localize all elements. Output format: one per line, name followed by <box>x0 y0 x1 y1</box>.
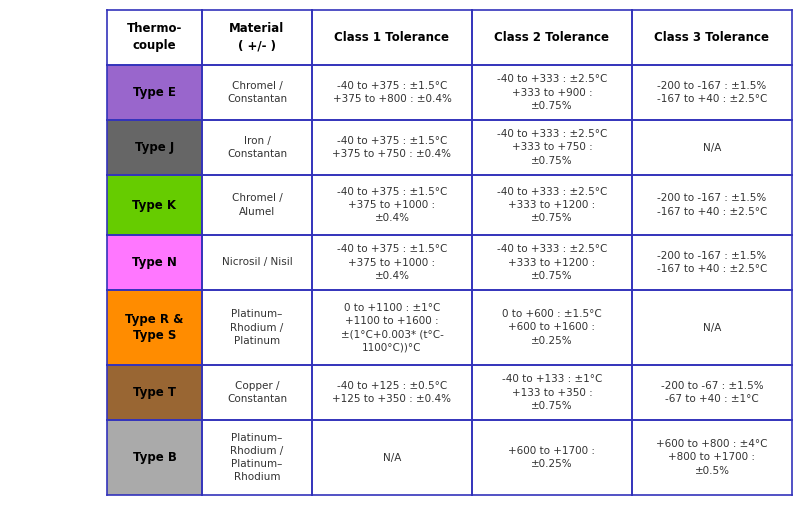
Bar <box>107 420 202 495</box>
Bar <box>202 65 312 120</box>
Bar <box>202 235 312 290</box>
Bar <box>632 175 792 235</box>
Text: +600 to +1700 :
±0.25%: +600 to +1700 : ±0.25% <box>509 446 595 469</box>
Bar <box>107 175 202 235</box>
Bar <box>107 10 202 65</box>
Bar <box>632 365 792 420</box>
Bar <box>472 120 632 175</box>
Text: 0 to +1100 : ±1°C
+1100 to +1600 :
±(1°C+0.003* (t°C-
1100°C))°C: 0 to +1100 : ±1°C +1100 to +1600 : ±(1°C… <box>341 303 443 352</box>
Text: Type R &
Type S: Type R & Type S <box>126 312 184 342</box>
Bar <box>472 365 632 420</box>
Bar <box>312 175 472 235</box>
Bar <box>107 65 202 120</box>
Bar <box>632 420 792 495</box>
Bar <box>107 235 202 290</box>
Bar <box>312 10 472 65</box>
Text: -40 to +333 : ±2.5°C
+333 to +900 :
±0.75%: -40 to +333 : ±2.5°C +333 to +900 : ±0.7… <box>497 75 607 111</box>
Bar <box>472 175 632 235</box>
Text: Chromel /
Alumel: Chromel / Alumel <box>232 193 282 217</box>
Text: Iron /
Constantan: Iron / Constantan <box>227 136 287 159</box>
Text: -40 to +333 : ±2.5°C
+333 to +1200 :
±0.75%: -40 to +333 : ±2.5°C +333 to +1200 : ±0.… <box>497 244 607 281</box>
Text: 0 to +600 : ±1.5°C
+600 to +1600 :
±0.25%: 0 to +600 : ±1.5°C +600 to +1600 : ±0.25… <box>502 309 602 345</box>
Bar <box>202 120 312 175</box>
Bar <box>107 120 202 175</box>
Bar <box>202 290 312 365</box>
Bar <box>107 365 202 420</box>
Text: Nicrosil / Nisil: Nicrosil / Nisil <box>222 257 292 268</box>
Text: Type B: Type B <box>133 451 177 464</box>
Text: Copper /
Constantan: Copper / Constantan <box>227 381 287 404</box>
Text: -200 to -67 : ±1.5%
-67 to +40 : ±1°C: -200 to -67 : ±1.5% -67 to +40 : ±1°C <box>661 381 763 404</box>
Text: Thermo-
couple: Thermo- couple <box>127 23 182 52</box>
Bar <box>202 10 312 65</box>
Bar <box>202 175 312 235</box>
Bar <box>312 235 472 290</box>
Text: -40 to +133 : ±1°C
+133 to +350 :
±0.75%: -40 to +133 : ±1°C +133 to +350 : ±0.75% <box>502 374 602 411</box>
Text: -200 to -167 : ±1.5%
-167 to +40 : ±2.5°C: -200 to -167 : ±1.5% -167 to +40 : ±2.5°… <box>657 193 767 217</box>
Bar <box>202 420 312 495</box>
Text: -40 to +125 : ±0.5°C
+125 to +350 : ±0.4%: -40 to +125 : ±0.5°C +125 to +350 : ±0.4… <box>333 381 451 404</box>
Bar <box>632 65 792 120</box>
Bar <box>312 365 472 420</box>
Text: N/A: N/A <box>703 322 721 332</box>
Bar <box>632 10 792 65</box>
Bar <box>312 290 472 365</box>
Text: Platinum–
Rhodium /
Platinum: Platinum– Rhodium / Platinum <box>230 309 284 345</box>
Text: N/A: N/A <box>703 142 721 152</box>
Bar <box>107 290 202 365</box>
Text: Type T: Type T <box>133 386 176 399</box>
Text: Type E: Type E <box>133 86 176 99</box>
Bar <box>472 235 632 290</box>
Text: Type N: Type N <box>132 256 177 269</box>
Text: Class 3 Tolerance: Class 3 Tolerance <box>654 31 770 44</box>
Text: -40 to +333 : ±2.5°C
+333 to +750 :
±0.75%: -40 to +333 : ±2.5°C +333 to +750 : ±0.7… <box>497 129 607 166</box>
Bar <box>472 10 632 65</box>
Text: N/A: N/A <box>383 453 401 463</box>
Text: Class 1 Tolerance: Class 1 Tolerance <box>334 31 450 44</box>
Bar <box>472 290 632 365</box>
Text: -200 to -167 : ±1.5%
-167 to +40 : ±2.5°C: -200 to -167 : ±1.5% -167 to +40 : ±2.5°… <box>657 81 767 104</box>
Text: +600 to +800 : ±4°C
+800 to +1700 :
±0.5%: +600 to +800 : ±4°C +800 to +1700 : ±0.5… <box>656 439 768 476</box>
Text: -40 to +375 : ±1.5°C
+375 to +1000 :
±0.4%: -40 to +375 : ±1.5°C +375 to +1000 : ±0.… <box>337 187 447 223</box>
Bar <box>312 65 472 120</box>
Text: -200 to -167 : ±1.5%
-167 to +40 : ±2.5°C: -200 to -167 : ±1.5% -167 to +40 : ±2.5°… <box>657 251 767 274</box>
Text: -40 to +333 : ±2.5°C
+333 to +1200 :
±0.75%: -40 to +333 : ±2.5°C +333 to +1200 : ±0.… <box>497 187 607 223</box>
Bar <box>632 290 792 365</box>
Text: -40 to +375 : ±1.5°C
+375 to +800 : ±0.4%: -40 to +375 : ±1.5°C +375 to +800 : ±0.4… <box>333 81 451 104</box>
Text: Type K: Type K <box>133 198 177 212</box>
Text: Class 2 Tolerance: Class 2 Tolerance <box>494 31 610 44</box>
Text: Platinum–
Rhodium /
Platinum–
Rhodium: Platinum– Rhodium / Platinum– Rhodium <box>230 433 284 482</box>
Bar <box>202 365 312 420</box>
Text: Chromel /
Constantan: Chromel / Constantan <box>227 81 287 104</box>
Text: Material
( +/- ): Material ( +/- ) <box>230 23 285 52</box>
Text: -40 to +375 : ±1.5°C
+375 to +1000 :
±0.4%: -40 to +375 : ±1.5°C +375 to +1000 : ±0.… <box>337 244 447 281</box>
Bar <box>632 120 792 175</box>
Text: -40 to +375 : ±1.5°C
+375 to +750 : ±0.4%: -40 to +375 : ±1.5°C +375 to +750 : ±0.4… <box>333 136 451 159</box>
Bar <box>312 420 472 495</box>
Bar <box>472 65 632 120</box>
Text: Type J: Type J <box>135 141 174 154</box>
Bar <box>312 120 472 175</box>
Bar <box>632 235 792 290</box>
Bar <box>472 420 632 495</box>
